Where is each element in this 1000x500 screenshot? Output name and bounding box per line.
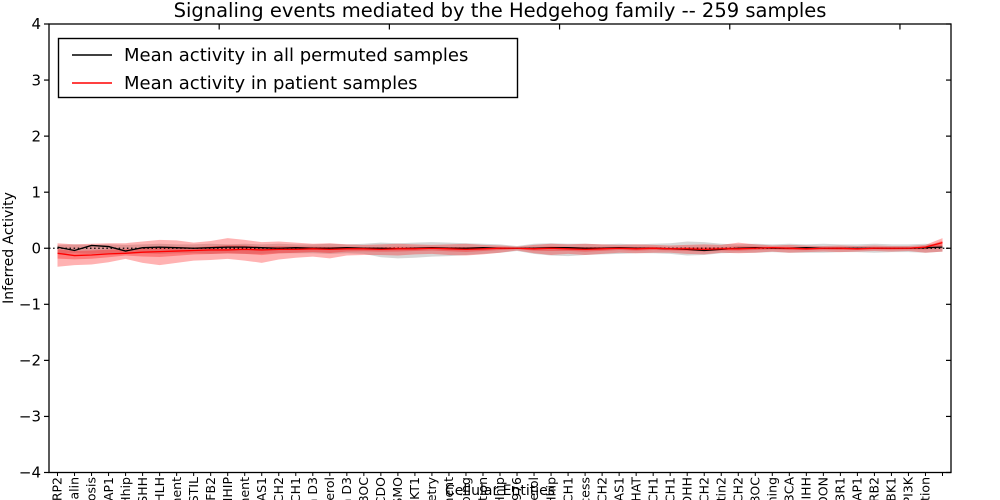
x-tick-label: determination of left/right symmetry	[424, 476, 439, 500]
x-tick-label: mol:Vitamin D3	[339, 477, 354, 500]
x-tick-label: IHH N/Hhip	[543, 477, 558, 500]
legend-box	[57, 37, 519, 99]
x-tick-label: HHAT	[628, 477, 643, 500]
legend-label-patient: Mean activity in patient samples	[124, 73, 418, 94]
x-tick-label: PIK3CA	[782, 477, 797, 500]
y-tick-label: −3	[19, 408, 41, 426]
x-tick-label: skeletal system development	[169, 477, 184, 500]
y-tick-label: 4	[31, 15, 41, 33]
x-tick-label: DHH	[679, 477, 694, 500]
x-tick-label: heart looping	[458, 477, 473, 500]
x-tick-label: mol:Cholesterol	[526, 477, 541, 500]
x-tick-label: IHH N/PTCH1	[662, 477, 677, 500]
x-tick-label: PTCH2	[594, 477, 609, 500]
x-tick-label: SHH Np/Cholesterol	[322, 477, 337, 500]
x-tick-label: ARRB2	[867, 477, 882, 500]
x-tick-label: receptor-mediated endocytosis	[84, 477, 99, 500]
x-tick-label: SMO/Vitamin D3	[305, 477, 320, 500]
x-tick-label: EntrezGene:84976	[509, 477, 524, 500]
x-tick-label: PTCH1	[560, 477, 575, 500]
x-tick-label: HHIP	[220, 477, 235, 500]
x-tick-label: IHH	[799, 477, 814, 500]
x-tick-label: AKT1	[407, 477, 422, 500]
x-tick-label: SHH Np/Cholesterol/CDO	[373, 477, 388, 500]
x-tick-label: somite specification	[475, 477, 490, 500]
x-tick-label: SMO	[390, 477, 405, 500]
legend: Mean activity in all permuted samples Me…	[57, 37, 519, 99]
x-tick-label: PI3K	[901, 476, 916, 500]
y-tick-label: 0	[31, 239, 41, 257]
x-tick-label: pancreas development	[237, 477, 252, 500]
x-tick-label: catabolic process	[577, 477, 592, 500]
x-tick-label: SHH Np/Cholesterol/PTCH1	[288, 477, 303, 500]
y-tick-label: 3	[31, 71, 41, 89]
y-ticks: −4 −3 −2 −1 0 1 2 3 4	[19, 15, 951, 482]
x-tick-label: SHH Np/Cholesterol/Megalin	[67, 477, 82, 500]
permuted-std-band	[57, 241, 943, 259]
y-tick-label: −1	[19, 296, 41, 314]
plot-frame	[48, 23, 952, 474]
x-tick-label: LRPAP1	[850, 477, 865, 500]
y-tick-label: −4	[19, 464, 41, 482]
y-tick-label: 2	[31, 127, 41, 145]
x-tick-label: SHH Np/Cholesterol/BOC	[356, 477, 371, 500]
x-tick-label: CDON	[816, 477, 831, 500]
x-tick-label: BOC	[748, 477, 763, 500]
x-tick-label: DHH N/Hhip	[492, 477, 507, 500]
x-tick-label: SHH Np/Cholesterol/GAS1	[254, 477, 269, 500]
x-tick-label: ADRBK1	[884, 477, 899, 500]
x-tick-label: DHH N/PTCH2	[696, 477, 711, 500]
x-tick-label: SMO/beta Arrestin2	[713, 477, 728, 500]
x-tick-label: DHH N/PTCH1	[645, 477, 660, 500]
x-tick-label: STIL	[186, 477, 201, 500]
x-tick-label: GAS1	[611, 477, 626, 500]
y-tick-label: 1	[31, 183, 41, 201]
x-axis-label: Cellular Entities	[445, 483, 555, 499]
x-tick-label: dorsoventral neural tube patterning	[765, 477, 780, 500]
chart-title: Signaling events mediated by the Hedgeho…	[174, 0, 827, 22]
x-tick-label: heart development	[441, 477, 456, 500]
top-ticks	[218, 24, 901, 30]
legend-label-permuted: Mean activity in all permuted samples	[124, 45, 468, 66]
x-tick-label: PIK3R1	[833, 477, 848, 500]
x-tick-label: LRP2	[50, 477, 65, 500]
patient-std-band	[57, 238, 943, 267]
x-tick-label: mesenchymal cell differentiation	[918, 477, 933, 500]
x-tick-label: IHH N/PTCH2	[731, 477, 746, 500]
x-tick-label: PTHLH	[152, 477, 167, 500]
patient-mean-line	[57, 242, 943, 257]
y-tick-label: −2	[19, 352, 41, 370]
x-tick-label: Megalin/LRPAP1	[101, 477, 116, 500]
x-tick-label: SHH	[135, 477, 150, 500]
x-tick-label: TGFB2	[203, 477, 218, 500]
x-tick-label: SHH Np/Cholesterol/PTCH2	[271, 477, 286, 500]
x-tick-label: SHH Np/Cholesterol/Hhip	[118, 477, 133, 500]
y-axis-label: Inferred Activity	[1, 192, 17, 304]
